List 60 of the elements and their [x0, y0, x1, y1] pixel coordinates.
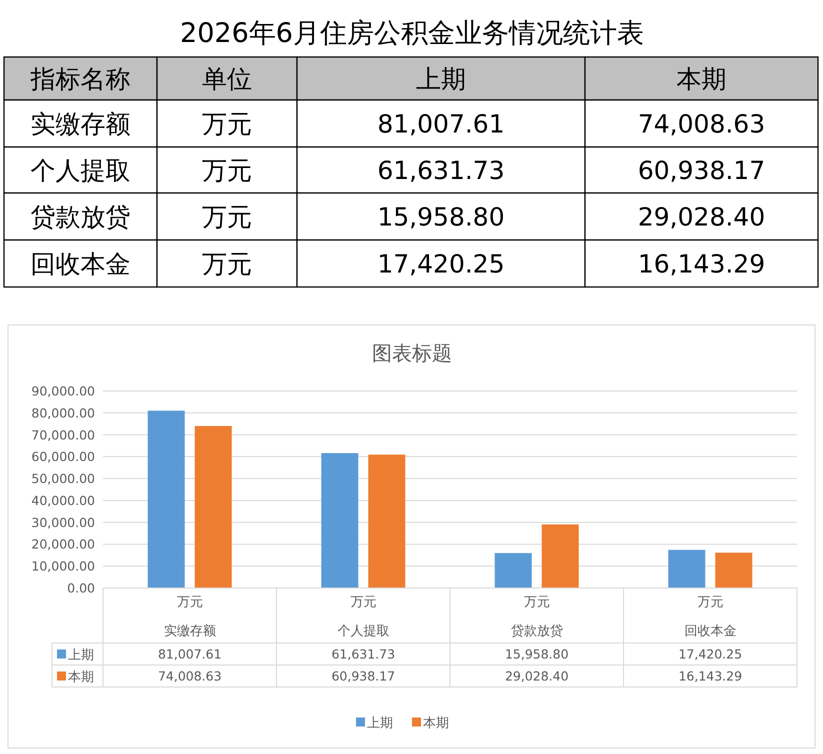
data-label: 15,958.80: [504, 646, 569, 662]
data-label: 61,631.73: [331, 646, 396, 662]
text: 本期: [68, 670, 94, 685]
legend-label: 本期: [423, 716, 449, 731]
data-label: 16,143.29: [678, 668, 742, 684]
legend-label: 上期: [68, 648, 94, 663]
bar: [321, 453, 358, 588]
text: 万元: [697, 595, 724, 610]
bar: [715, 552, 752, 588]
text: 万元: [202, 250, 252, 278]
text: 万元: [202, 110, 252, 138]
bar: [668, 550, 706, 588]
y-tick-label: 20,000.00: [31, 536, 96, 552]
text: 81,007.61: [377, 110, 505, 138]
data-label: 17,420.25: [678, 646, 742, 662]
y-tick-label: 10,000.00: [31, 558, 96, 574]
text: 贷款放贷: [30, 202, 130, 232]
y-tick-label: 80,000.00: [31, 405, 96, 420]
bar: [494, 553, 532, 588]
text: 本期: [676, 64, 726, 94]
y-tick-label: 50,000.00: [31, 471, 96, 486]
text: 15,958.80: [377, 202, 505, 232]
bar: [194, 426, 232, 588]
text: 万元: [350, 595, 376, 610]
text: 万元: [524, 595, 550, 610]
y-tick-label: 60,000.00: [31, 449, 96, 464]
x-tick-label: 个人提取: [337, 624, 390, 639]
text: 74,008.63: [638, 110, 766, 138]
data-label: 60,938.17: [331, 668, 396, 684]
bar: [368, 454, 406, 588]
text: 实缴存额: [30, 110, 130, 138]
text: 万元: [202, 202, 252, 232]
text: 29,028.40: [638, 202, 766, 232]
x-tick-label: 实缴存额: [164, 624, 216, 639]
text: 万元: [202, 156, 252, 185]
y-tick-label: 70,000.00: [31, 427, 96, 442]
text: 上期: [416, 64, 466, 94]
text: 16,143.29: [638, 250, 766, 278]
data-label: 29,028.40: [504, 668, 569, 684]
text: 个人提取: [30, 156, 130, 185]
text: 单位: [202, 64, 252, 94]
text: 万元: [176, 595, 203, 610]
x-tick-label: 贷款放贷: [510, 624, 563, 639]
text: 60,938.17: [638, 156, 766, 185]
chart-title: 图表标题: [372, 341, 452, 365]
y-tick-label: 40,000.00: [31, 492, 96, 508]
data-label: 74,008.63: [158, 668, 222, 684]
text: 回收本金: [30, 250, 130, 278]
text: 指标名称: [30, 64, 130, 94]
text: 2026年6月住房公积金业务情况统计表: [180, 18, 644, 49]
bar: [542, 524, 579, 588]
text: 61,631.73: [377, 156, 505, 185]
text: 上期: [367, 716, 393, 731]
x-tick-label: 回收本金: [684, 624, 736, 639]
y-tick-label: 0.00: [67, 580, 96, 596]
y-tick-label: 90,000.00: [31, 384, 96, 398]
bar: [148, 410, 185, 588]
y-tick-label: 30,000.00: [31, 514, 96, 530]
text: 17,420.25: [377, 250, 505, 278]
data-label: 81,007.61: [158, 646, 222, 662]
